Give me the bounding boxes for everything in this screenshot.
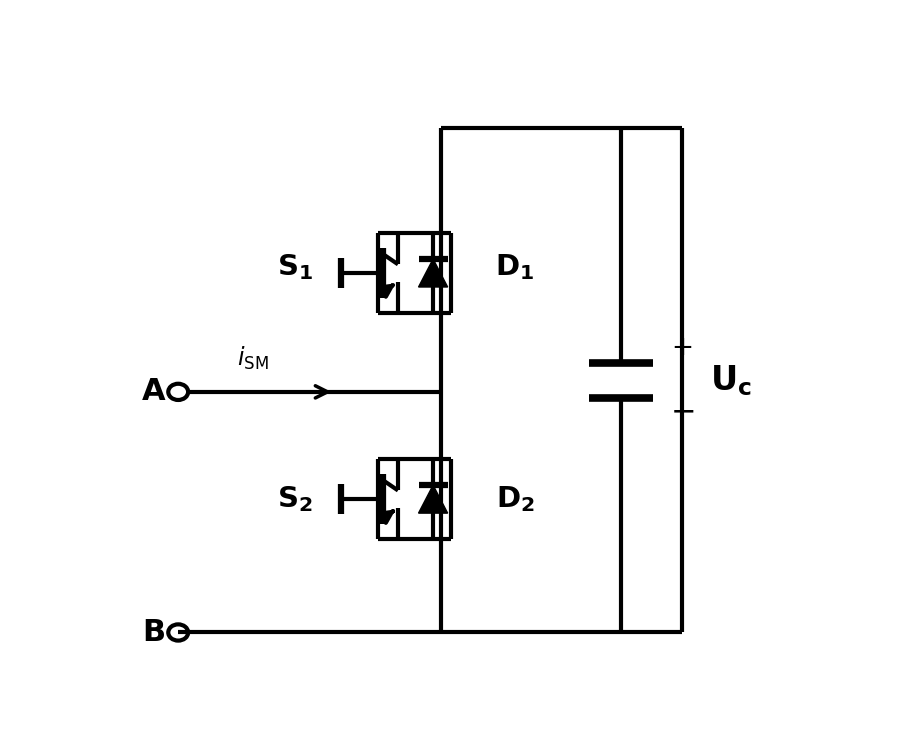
Text: −: −	[671, 398, 696, 427]
Text: +: +	[671, 335, 693, 361]
Text: $\mathbf{S_1}$: $\mathbf{S_1}$	[277, 252, 313, 282]
Text: $\mathbf{D_1}$: $\mathbf{D_1}$	[495, 252, 534, 282]
Text: $i_{\rm SM}$: $i_{\rm SM}$	[237, 344, 268, 371]
Text: $\mathbf{U_c}$: $\mathbf{U_c}$	[710, 363, 752, 398]
Text: $\mathbf{D_2}$: $\mathbf{D_2}$	[496, 484, 534, 514]
Polygon shape	[418, 485, 447, 513]
Text: $\mathbf{S_2}$: $\mathbf{S_2}$	[277, 484, 313, 514]
Text: B: B	[142, 618, 165, 647]
Text: A: A	[142, 377, 166, 407]
Polygon shape	[418, 259, 447, 287]
